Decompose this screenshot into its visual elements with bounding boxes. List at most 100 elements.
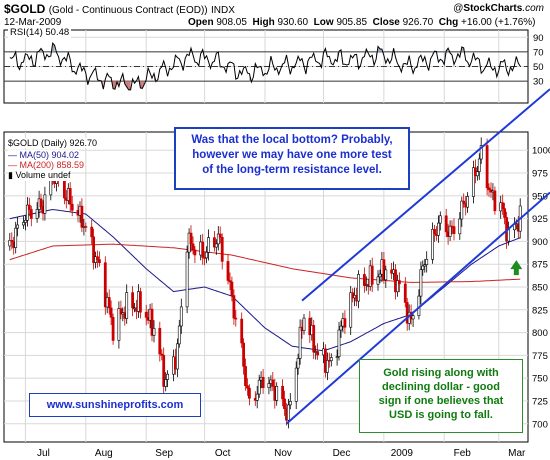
candle-body [144,311,148,318]
candle-body [376,276,380,285]
candle-body [298,326,302,359]
price-tick-label: 700 [532,419,548,430]
candle-body [275,385,279,401]
candle-body [283,398,286,409]
price-tick-label: 975 [532,169,548,180]
rsi-legend: RSI(14) 50.48 [8,27,72,38]
candle-body [62,179,66,199]
candle-body [218,233,222,238]
rsi-overbought-fill [461,47,464,52]
candle-body [261,376,265,388]
price-tick-label: 800 [532,328,548,339]
annotation-top: Was that the local bottom? Probably, how… [174,127,410,190]
price-tick-label: 850 [532,283,548,294]
candle-body [39,198,43,208]
candle-body [472,167,475,197]
candle-body [411,315,415,320]
candle-body [501,202,505,209]
x-tick-label: Sep [155,448,173,459]
x-tick-label: Jul [37,448,50,459]
candle-body [84,226,88,228]
candle-body [98,259,101,264]
brand-label: @StockCharts.com [453,3,544,14]
candle-body [466,196,470,208]
candle-body [257,379,261,395]
candle-body [423,264,427,267]
candle-body [477,158,481,172]
candle-body [343,318,347,328]
candle-body [325,359,329,373]
candle-body [296,358,300,369]
candle-body [316,351,320,356]
trendline [301,88,550,302]
candle-body [166,373,170,380]
candle-body [240,318,244,344]
candle-body [213,237,216,248]
candle-body [164,379,168,387]
candle-body [246,385,249,389]
candle-body [452,226,456,235]
candle-body [493,190,497,212]
rsi-tick-label: 30 [533,77,544,88]
candle-body [226,261,230,281]
price-tick-label: 775 [532,351,548,362]
candle-body [43,194,47,214]
price-tick-label: 825 [532,305,548,316]
candle-body [201,241,205,258]
candle-body [70,203,74,211]
candle-body [267,383,271,388]
candle-body [479,145,483,160]
price-tick-label: 875 [532,260,548,271]
price-tick-label: 1000 [532,146,550,157]
candle-body [294,367,298,402]
candle-body [302,317,306,332]
candle-body [205,252,209,259]
candle-body [329,357,333,362]
candle-body [419,269,423,297]
up-arrow-icon [510,260,523,276]
candle-body [460,200,464,220]
candle-body [425,259,429,265]
ohlc-readout: Open 908.05 High 930.60 Low 905.85 Close… [188,17,536,28]
candle-body [378,273,382,278]
candle-body [271,379,275,387]
price-tick-label: 925 [532,214,548,225]
candle-body [248,387,251,399]
candle-body [107,297,111,309]
candle-body [27,204,31,210]
candle-body [337,329,341,357]
candle-body [35,209,39,219]
rsi-line [9,41,521,91]
candle-body [193,249,197,256]
candle-body [90,226,94,238]
candle-body [444,215,448,233]
rsi-oversold-fill [113,81,116,90]
x-tick-label: Feb [454,448,472,459]
candle-body [421,265,425,270]
legend-ma50: — MA(50) 904.02 [8,150,80,160]
candle-body [8,240,12,247]
candle-body [244,366,247,386]
candle-body [14,227,18,248]
rsi-series [9,41,521,91]
candle-body [403,283,407,303]
rsi-overbought-fill [379,48,382,52]
x-tick-label: Oct [215,448,231,459]
price-tick-label: 900 [532,237,548,248]
candle-body [16,224,20,229]
candle-body [232,295,236,319]
candle-body [362,274,366,286]
candle-body [119,308,123,315]
candle-body [436,222,440,236]
site-label: www.sunshineprofits.com [29,393,201,417]
candle-body [431,229,435,260]
candle-body [281,385,285,400]
candle-body [152,327,156,336]
candle-body [312,325,316,353]
candle-body [230,281,234,296]
candle-body [185,251,189,308]
legend-ma200: — MA(200) 858.59 [8,160,85,170]
candle-body [103,262,107,308]
candle-body [255,393,259,401]
